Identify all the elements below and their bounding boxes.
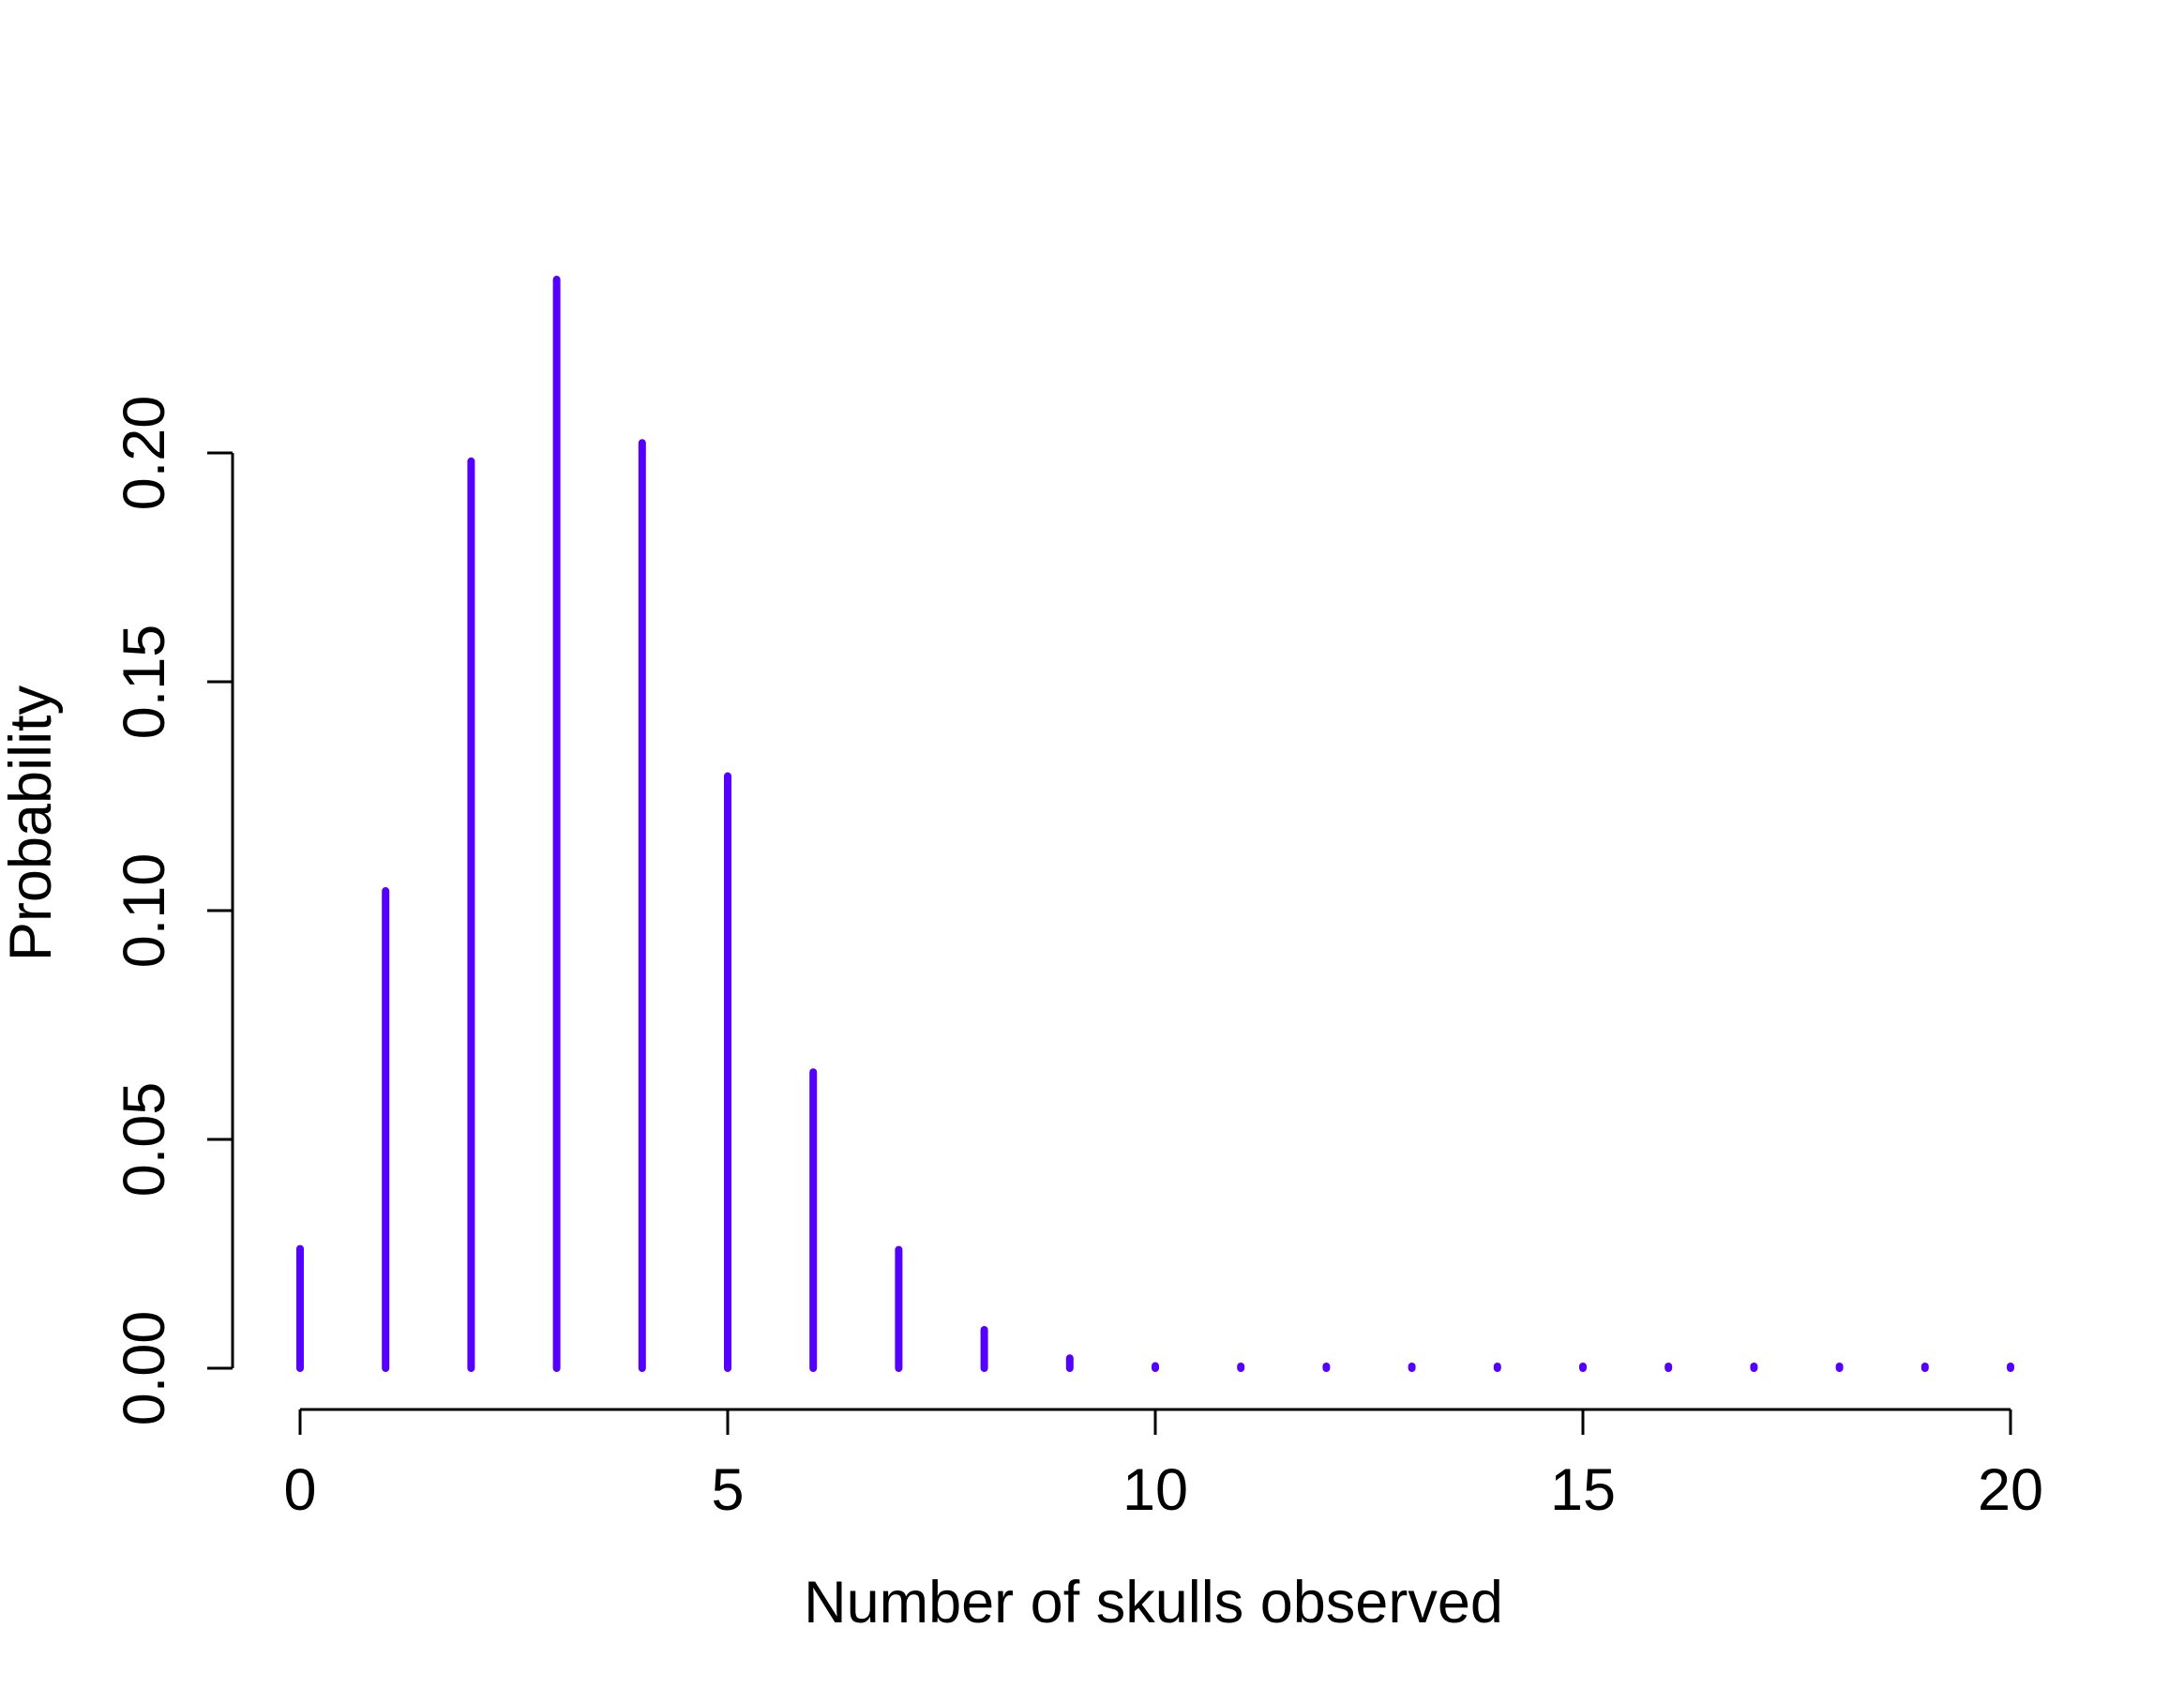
y-tick-label-0.20: 0.20 bbox=[112, 396, 177, 511]
y-tick-label-0.05: 0.05 bbox=[112, 1082, 177, 1198]
x-axis-title: Number of skulls observed bbox=[804, 1570, 1503, 1635]
x-tick-label-15: 15 bbox=[1550, 1457, 1616, 1523]
x-tick-label-20: 20 bbox=[1978, 1457, 2043, 1523]
x-tick-label-10: 10 bbox=[1122, 1457, 1188, 1523]
y-axis-title: Probability bbox=[0, 685, 64, 961]
y-tick-label-0.10: 0.10 bbox=[112, 853, 177, 969]
x-axis: 0 5 10 15 20 bbox=[283, 1408, 2043, 1523]
y-tick-label-0.00: 0.00 bbox=[112, 1311, 177, 1426]
x-tick-label-5: 5 bbox=[711, 1457, 744, 1523]
y-axis: 0.00 0.05 0.10 0.15 0.20 bbox=[112, 396, 234, 1426]
y-tick-label-0.15: 0.15 bbox=[112, 625, 177, 740]
x-tick-label-0: 0 bbox=[283, 1457, 316, 1523]
spike-series bbox=[296, 276, 2014, 1372]
